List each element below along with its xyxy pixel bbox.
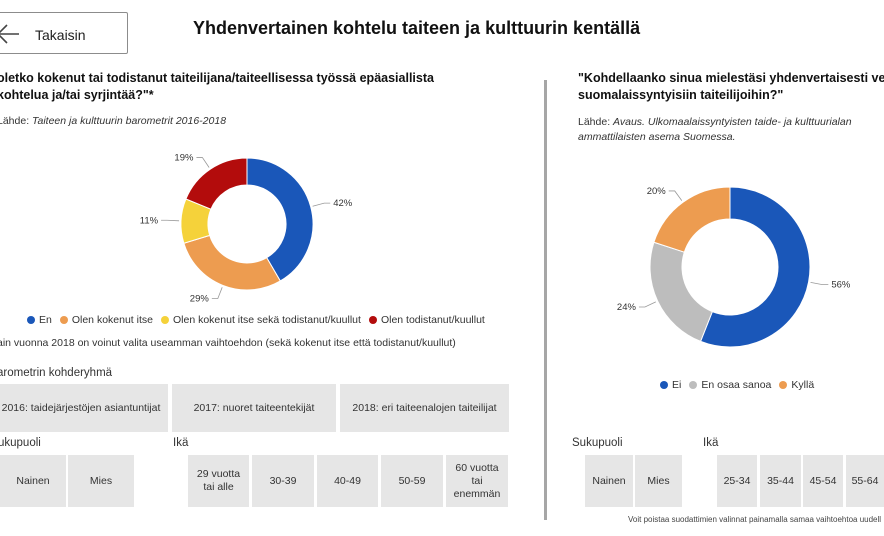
left-note: ain vuonna 2018 on voinut valita useamma… xyxy=(0,337,456,349)
left-source-text: Taiteen ja kulttuurin barometrit 2016-20… xyxy=(32,115,227,127)
right-age-45-54[interactable]: 45-54 xyxy=(803,455,843,507)
chart1-leader-1 xyxy=(211,287,223,299)
legend1-dot-2 xyxy=(160,316,169,324)
legend1-dot-0 xyxy=(27,316,35,324)
back-button-label: Takaisin xyxy=(35,27,86,43)
panel-divider xyxy=(544,80,547,520)
right-question-line2: suomalaissyntyisiin taiteilijoihin?" xyxy=(578,88,784,102)
legend1-label-2: Olen kokenut itse sekä todistanut/kuullu… xyxy=(172,314,361,326)
group-label: arometrin kohderyhmä xyxy=(0,367,113,379)
right-age-label: Ikä xyxy=(703,437,719,449)
left-age-40-49[interactable]: 40-49 xyxy=(317,455,378,507)
chart2-label-2: 20% xyxy=(647,186,667,197)
left-question: oletko kokenut tai todistanut taiteilija… xyxy=(0,70,537,104)
right-source-prefix: Lähde: xyxy=(578,116,614,128)
chart1-leader-0 xyxy=(312,202,331,207)
legend2-dot-2 xyxy=(779,381,788,389)
legend2-label-0: Ei xyxy=(672,379,682,391)
left-source: Lähde: Taiteen ja kulttuurin barometrit … xyxy=(0,115,226,127)
chart1-leader-2 xyxy=(161,219,180,222)
left-age-label: Ikä xyxy=(173,437,189,449)
legend2-label-1: En osaa sanoa xyxy=(701,379,772,391)
right-question-line1: "Kohdellaanko sinua mielestäsi yhdenvert… xyxy=(578,71,884,85)
right-donut-chart: 56% 24% 20% xyxy=(617,186,851,348)
chart2-slice-2[interactable] xyxy=(653,186,731,253)
legend1-dot-1 xyxy=(59,316,68,324)
right-legend: Ei En osaa sanoa Kyllä xyxy=(660,379,814,391)
chart2-label-0: 56% xyxy=(831,280,851,291)
group-tile-2017[interactable]: 2017: nuoret taiteentekijät xyxy=(172,384,336,432)
chart1-label-3: 19% xyxy=(174,153,194,164)
left-source-prefix: Lähde: xyxy=(0,115,33,127)
left-gender-male[interactable]: Mies xyxy=(68,455,134,507)
legend1-item-1[interactable]: Olen kokenut itse xyxy=(59,314,153,326)
chart2-slice-0[interactable] xyxy=(699,186,811,348)
left-age-60-or-more[interactable]: 60 vuotta tai enemmän xyxy=(446,455,508,507)
chart1-slice-0[interactable] xyxy=(246,157,314,282)
legend1-label-3: Olen todistanut/kuullut xyxy=(380,314,485,326)
legend1-item-3[interactable]: Olen todistanut/kuullut xyxy=(368,314,485,326)
right-source-line1: Avaus. Ulkomaalaissyntyisten taide- ja k… xyxy=(613,116,852,128)
chart2-leader-2 xyxy=(668,190,683,201)
group-tile-2018[interactable]: 2018: eri taiteenalojen taiteilijat xyxy=(340,384,509,432)
legend1-item-2[interactable]: Olen kokenut itse sekä todistanut/kuullu… xyxy=(160,314,361,326)
legend2-item-1[interactable]: En osaa sanoa xyxy=(689,379,771,391)
footer-note: Voit poistaa suodattimien valinnat paina… xyxy=(628,515,882,524)
chart2-slice-1[interactable] xyxy=(649,241,713,343)
right-source: Lähde: Avaus. Ulkomaalaissyntyisten taid… xyxy=(578,115,852,145)
right-source-line2: ammattilaisten asema Suomessa. xyxy=(578,131,736,143)
chart1-label-0: 42% xyxy=(333,198,353,209)
legend1-item-0[interactable]: En xyxy=(27,314,52,326)
right-gender-female[interactable]: Nainen xyxy=(585,455,633,507)
left-donut-chart: 42% 29% 11% 19% xyxy=(140,153,353,305)
legend1-label-1: Olen kokenut itse xyxy=(71,314,153,326)
chart2-leader-0 xyxy=(810,281,829,286)
legend2-label-2: Kyllä xyxy=(791,379,815,391)
right-age-35-44[interactable]: 35-44 xyxy=(760,455,801,507)
left-age-30-39[interactable]: 30-39 xyxy=(252,455,314,507)
right-gender-male[interactable]: Mies xyxy=(635,455,682,507)
right-gender-label: Sukupuoli xyxy=(572,437,623,449)
chart1-leader-3 xyxy=(196,157,210,168)
chart1-slice-1[interactable] xyxy=(183,234,281,291)
legend2-dot-0 xyxy=(660,381,668,389)
legend2-item-0[interactable]: Ei xyxy=(660,379,681,391)
chart1-label-2: 11% xyxy=(140,215,159,226)
left-gender-female[interactable]: Nainen xyxy=(0,455,66,507)
group-tile-2016[interactable]: 2016: taidejärjestöjen asiantuntijat xyxy=(0,384,168,432)
chart2-label-1: 24% xyxy=(617,302,637,313)
right-age-25-34[interactable]: 25-34 xyxy=(717,455,757,507)
left-age-50-59[interactable]: 50-59 xyxy=(381,455,443,507)
back-arrow-icon xyxy=(0,24,19,44)
legend2-item-2[interactable]: Kyllä xyxy=(779,379,814,391)
legend1-dot-3 xyxy=(368,316,377,324)
back-button[interactable]: Takaisin xyxy=(0,12,128,54)
left-age-29-or-less[interactable]: 29 vuotta tai alle xyxy=(188,455,249,507)
legend1-label-0: En xyxy=(39,314,52,326)
chart2-leader-1 xyxy=(638,301,656,308)
left-legend: En Olen kokenut itse Olen kokenut itse sek… xyxy=(27,314,485,326)
left-question-line1: oletko kokenut tai todistanut taiteilija… xyxy=(0,71,434,85)
legend2-dot-1 xyxy=(689,381,698,389)
left-question-line2: kohtelua ja/tai syrjintää?"* xyxy=(0,88,154,102)
chart1-label-1: 29% xyxy=(190,293,210,304)
right-question: "Kohdellaanko sinua mielestäsi yhdenvert… xyxy=(578,70,884,104)
left-gender-label: ukupuoli xyxy=(0,437,41,449)
chart1-slice-3[interactable] xyxy=(185,157,248,210)
page-title: Yhdenvertainen kohtelu taiteen ja kulttu… xyxy=(193,18,641,38)
right-age-55-64[interactable]: 55-64 xyxy=(846,455,884,507)
